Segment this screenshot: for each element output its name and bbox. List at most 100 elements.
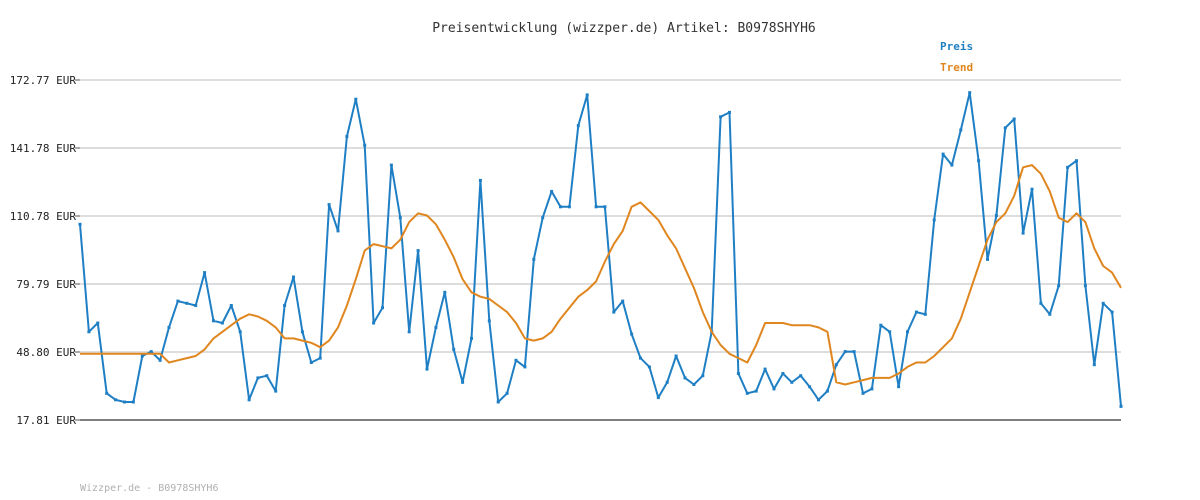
data-point [514,358,518,362]
legend-preis: Preis [940,40,973,53]
data-point [994,214,998,217]
data-point [398,216,402,220]
data-point [639,356,642,360]
chart-title: Preisentwicklung (wizzper.de) Artikel: B… [432,21,816,36]
data-point [594,205,598,209]
grid-lines [75,79,1121,421]
data-point [1066,165,1070,169]
data-point [407,330,411,334]
data-point [176,299,180,303]
data-point [612,310,616,314]
data-point [149,350,153,354]
data-point [950,163,954,167]
data-point [505,391,509,395]
legend-trend: Trend [940,61,973,74]
data-point [941,152,945,156]
data-point [772,387,776,391]
data-point [567,205,571,209]
data-point [888,330,892,334]
data-point [452,347,456,351]
data-point [728,110,731,114]
data-point [1110,310,1114,314]
data-point [745,391,749,395]
data-point [114,398,118,402]
data-point [977,159,981,163]
data-point [1119,404,1123,408]
data-point [354,97,358,101]
data-point [719,115,723,119]
data-point [754,389,758,393]
y-tick-label: 110.78 EUR [10,210,77,223]
y-tick-label: 141.78 EUR [10,142,77,155]
data-point [683,376,687,380]
data-point [363,143,367,147]
data-point [906,330,909,334]
y-axis-ticks: 17.81 EUR 48.80 EUR 79.79 EUR 110.78 EUR 141… [10,74,77,427]
data-point [105,391,109,395]
data-point [665,380,669,384]
data-point [541,216,545,220]
data-point [861,391,865,395]
y-tick-label: 79.79 EUR [16,278,76,291]
data-point [1021,231,1025,235]
data-point [487,319,491,323]
data-point [203,271,207,275]
data-point [96,321,100,325]
series-line-trend [80,164,1122,386]
y-tick-label: 48.80 EUR [16,346,76,359]
data-point [443,290,447,294]
data-point [389,163,393,167]
data-point [318,356,322,360]
data-point [559,205,562,209]
series-layer [78,91,1123,408]
data-point [220,321,224,325]
data-point [968,91,972,95]
data-point [1057,284,1061,288]
data-point [238,330,242,334]
data-point [1003,126,1007,130]
data-point [123,400,126,404]
data-point [256,376,260,380]
data-point [309,361,313,364]
data-point [550,189,554,193]
data-point [799,374,803,378]
data-point [185,301,189,305]
data-point [870,387,874,391]
chart-footer: Wizzper.de - B0978SHYH6 [80,483,218,494]
data-point [959,128,963,132]
data-point [140,354,144,358]
data-point [825,389,829,393]
data-point [852,350,856,354]
data-point [656,396,660,400]
data-point [158,358,162,362]
data-point [763,367,767,371]
data-point [1092,363,1096,367]
data-point [790,380,794,384]
data-point [1075,159,1078,163]
data-point [932,218,936,222]
data-point [265,374,269,378]
data-point [1039,301,1043,305]
data-point [274,389,278,393]
data-point [283,304,287,307]
series-line-preis [79,91,1122,407]
data-point [1083,284,1087,288]
data-point [434,325,438,329]
data-point [834,363,838,367]
data-point [381,306,384,310]
data-point [674,354,678,358]
data-point [300,330,304,334]
data-point [229,304,233,307]
y-tick-label: 172.77 EUR [10,74,77,87]
data-point [897,385,901,389]
data-point [630,332,634,336]
data-point [212,319,215,323]
data-point [523,365,527,369]
data-point [986,257,989,261]
data-point [532,257,536,261]
y-tick-label: 17.81 EUR [16,414,76,427]
data-point [914,310,918,314]
data-point [336,229,340,233]
data-point [1101,301,1105,305]
